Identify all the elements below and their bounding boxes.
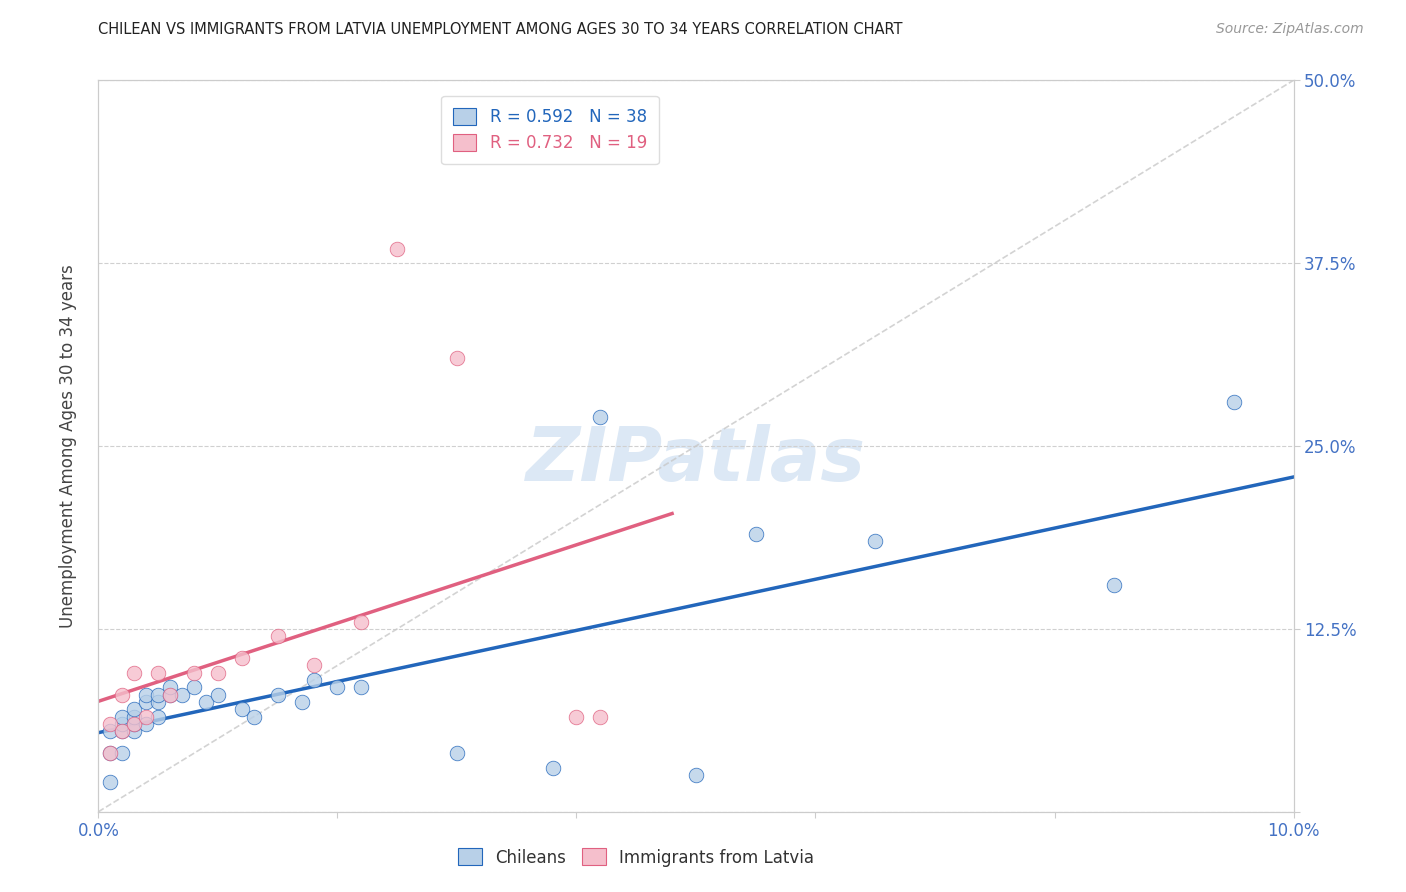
Point (291, 695, 314, 709)
Point (135, 717, 157, 731)
Point (111, 724, 134, 739)
Point (159, 688, 181, 702)
Point (172, 688, 194, 702)
Point (148, 665, 170, 680)
Point (865, 534, 887, 549)
Point (111, 688, 134, 702)
Point (100, 746, 122, 760)
Point (231, 702, 253, 716)
Point (135, 709, 157, 723)
Point (350, 681, 373, 695)
Point (100, 775, 122, 789)
Point (446, 746, 468, 760)
Point (124, 702, 146, 716)
Point (541, 761, 564, 775)
Point (267, 629, 290, 643)
Point (100, 746, 122, 760)
Point (100, 717, 122, 731)
Point (100, 724, 122, 739)
Point (124, 665, 146, 680)
Point (124, 717, 146, 731)
Point (685, 768, 707, 782)
Point (1223, 395, 1246, 409)
Point (159, 688, 181, 702)
Point (589, 409, 612, 424)
Point (565, 709, 588, 723)
Point (124, 709, 146, 723)
Text: ZIPatlas: ZIPatlas (526, 424, 866, 497)
Point (148, 688, 170, 702)
Point (302, 673, 325, 687)
Point (385, 242, 409, 256)
Legend: Chileans, Immigrants from Latvia: Chileans, Immigrants from Latvia (449, 838, 824, 877)
Point (135, 695, 157, 709)
Point (207, 688, 229, 702)
Point (745, 526, 768, 541)
Point (1104, 578, 1126, 592)
Point (231, 651, 253, 665)
Point (243, 709, 266, 723)
Point (350, 615, 373, 629)
Point (111, 709, 134, 723)
Point (124, 724, 146, 739)
Point (111, 746, 134, 760)
Point (302, 658, 325, 673)
Y-axis label: Unemployment Among Ages 30 to 34 years: Unemployment Among Ages 30 to 34 years (59, 264, 77, 628)
Point (111, 724, 134, 739)
Point (446, 351, 468, 366)
Point (207, 665, 229, 680)
Point (183, 665, 205, 680)
Point (148, 695, 170, 709)
Text: Source: ZipAtlas.com: Source: ZipAtlas.com (1216, 22, 1364, 37)
Point (195, 695, 218, 709)
Point (135, 688, 157, 702)
Text: CHILEAN VS IMMIGRANTS FROM LATVIA UNEMPLOYMENT AMONG AGES 30 TO 34 YEARS CORRELA: CHILEAN VS IMMIGRANTS FROM LATVIA UNEMPL… (98, 22, 903, 37)
Point (326, 681, 349, 695)
Point (148, 709, 170, 723)
Point (159, 681, 181, 695)
Point (124, 717, 146, 731)
Point (183, 681, 205, 695)
Point (589, 709, 612, 723)
Point (267, 688, 290, 702)
Point (111, 717, 134, 731)
